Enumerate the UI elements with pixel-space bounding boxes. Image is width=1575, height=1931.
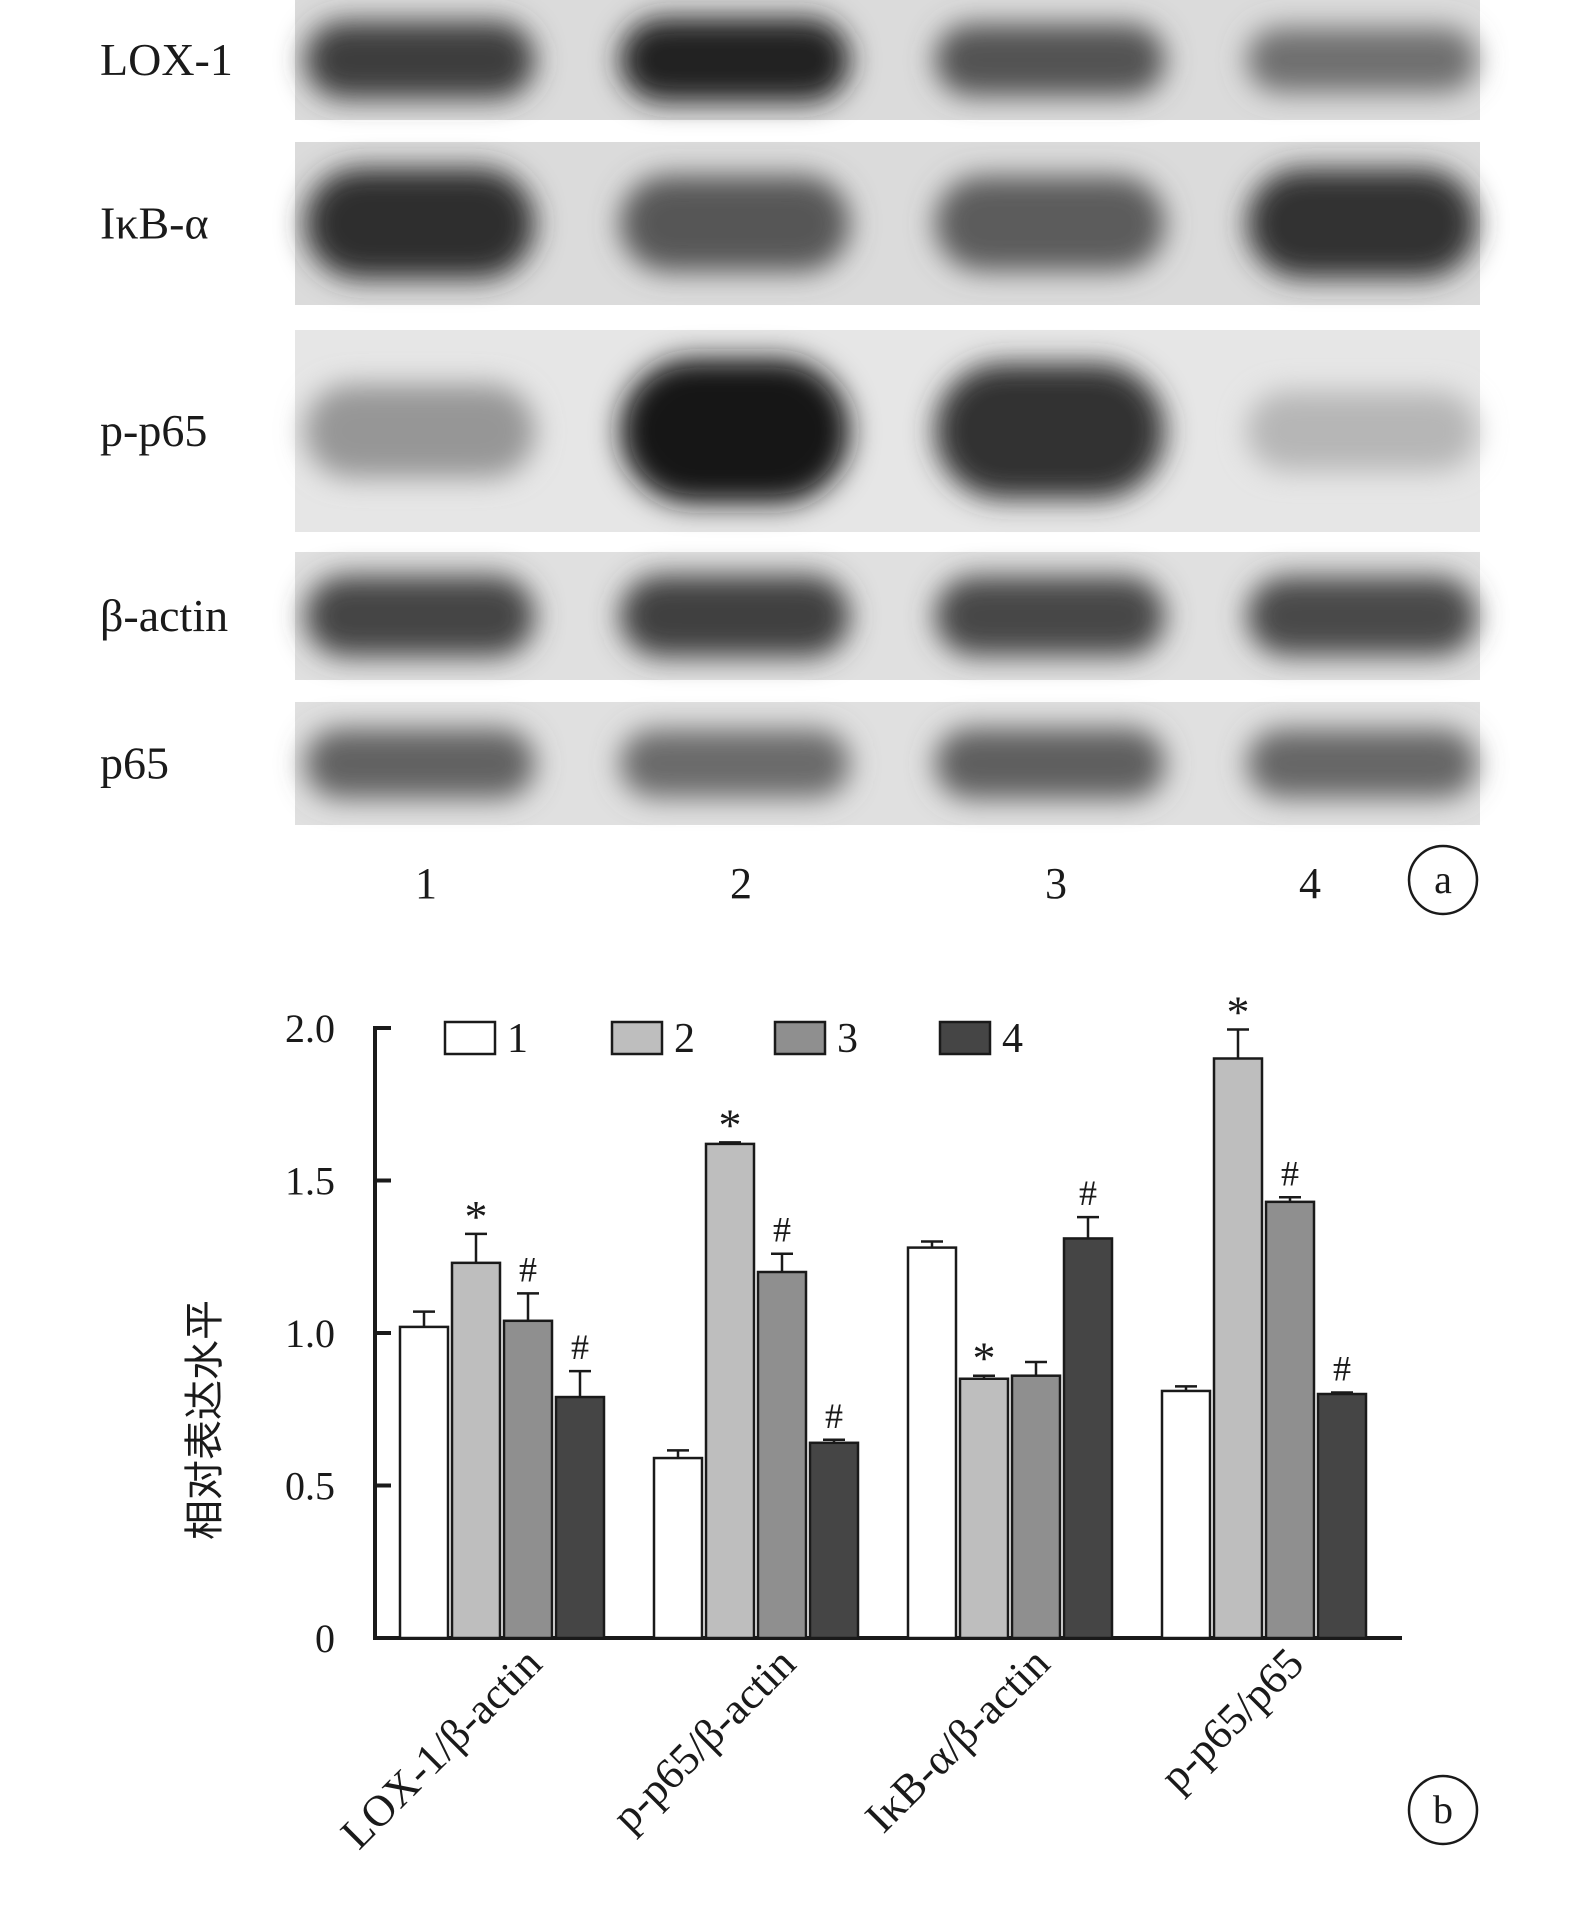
x-tick-label: p-p65/β-actin (603, 1638, 806, 1841)
panel-marker-b-text: b (1433, 1787, 1453, 1832)
bar (1316, 1392, 1368, 1640)
legend-item: 3 (773, 1016, 858, 1062)
blot-lane-label: 4 (1299, 859, 1321, 908)
significance-mark: # (773, 1210, 791, 1250)
significance-mark: * (719, 1099, 742, 1150)
significance-mark: # (519, 1249, 537, 1289)
bar (1264, 1200, 1316, 1640)
legend-swatch (773, 1020, 827, 1056)
y-tick-label: 1.0 (285, 1311, 335, 1356)
blot-band (1247, 27, 1477, 93)
legend-swatch (938, 1020, 992, 1056)
y-tick-label: 0 (315, 1616, 335, 1661)
y-tick-label: 1.5 (285, 1159, 335, 1204)
bar (1010, 1374, 1062, 1640)
blot-row: IκB-α (100, 142, 1480, 305)
blot-row: p65 (100, 702, 1480, 825)
chart-legend: 1 2 3 4 (443, 1016, 1023, 1062)
bar (1160, 1389, 1212, 1640)
significance-mark: * (465, 1191, 488, 1242)
bar (756, 1270, 808, 1640)
blot-band (1247, 391, 1477, 471)
blot-lane-label: 3 (1045, 859, 1067, 908)
blot-band (1247, 168, 1477, 279)
bar (652, 1456, 704, 1640)
blot-band (305, 728, 535, 799)
x-tick-label: LOX-1/β-actin (331, 1638, 551, 1858)
legend-label: 3 (837, 1016, 858, 1062)
blot-row: p-p65 (100, 330, 1480, 532)
blot-row-label: p65 (100, 738, 169, 789)
bar (1062, 1237, 1114, 1640)
blot-band (620, 18, 850, 102)
panel-marker-a: a (1407, 844, 1479, 916)
blot-band (305, 21, 535, 99)
western-blot-panel: LOX-1 IκB-α p-p65 β-actin p65 1 2 3 4 a (100, 0, 1480, 916)
blot-row-label: β-actin (100, 590, 228, 641)
bar (398, 1325, 450, 1640)
blot-row-label: LOX-1 (100, 34, 233, 85)
significance-mark: * (973, 1333, 996, 1384)
bar-series: * # # * # # * # * # # (398, 987, 1368, 1640)
significance-mark: # (571, 1327, 589, 1367)
blot-band (305, 168, 535, 279)
blot-band (620, 175, 850, 272)
bar (450, 1261, 502, 1640)
y-tick-label: 2.0 (285, 1006, 335, 1051)
blot-lane-label: 1 (415, 859, 437, 908)
blot-band (305, 384, 535, 478)
blot-band (305, 575, 535, 657)
blot-band (935, 363, 1165, 499)
x-tick-labels: LOX-1/β-actin p-p65/β-actin IκB-α/β-actin p… (331, 1638, 1313, 1858)
blot-band (935, 24, 1165, 96)
blot-lane-label: 2 (730, 859, 752, 908)
blot-band (1247, 729, 1477, 798)
significance-mark: # (825, 1396, 843, 1436)
blot-band (935, 576, 1165, 656)
panel-marker-b: b (1407, 1774, 1479, 1846)
bar-chart: 相对表达水平 0 0.5 1.0 1.5 2.0 * # # * # # * # * # # 1 2 3 4 LO… (182, 987, 1479, 1858)
blot-band (620, 729, 850, 798)
significance-mark: # (1333, 1348, 1351, 1388)
blot-row: LOX-1 (100, 0, 1480, 120)
blot-band (935, 728, 1165, 799)
legend-label: 1 (507, 1016, 528, 1062)
x-tick-label: p-p65/p65 (1151, 1638, 1314, 1801)
blot-band (1247, 576, 1477, 656)
legend-item: 4 (938, 1016, 1023, 1062)
bar (958, 1377, 1010, 1640)
legend-swatch (610, 1020, 664, 1056)
significance-mark: * (1227, 987, 1250, 1038)
legend-label: 4 (1002, 1016, 1023, 1062)
blot-band (620, 575, 850, 657)
bar (808, 1441, 860, 1640)
bar (1212, 1057, 1264, 1640)
significance-mark: # (1079, 1173, 1097, 1213)
bar (502, 1319, 554, 1640)
legend-item: 1 (443, 1016, 528, 1062)
y-tick-label: 0.5 (285, 1464, 335, 1509)
blot-row-label: p-p65 (100, 405, 207, 456)
blot-row: β-actin (100, 552, 1480, 680)
bar (704, 1142, 756, 1640)
blot-band (620, 358, 850, 504)
significance-mark: # (1281, 1153, 1299, 1193)
bar (906, 1246, 958, 1640)
blot-band (935, 175, 1165, 272)
legend-label: 2 (674, 1016, 695, 1062)
y-axis-title: 相对表达水平 (182, 1300, 227, 1540)
y-axis-label: 相对表达水平 (182, 1300, 227, 1540)
x-tick-label: IκB-α/β-actin (856, 1638, 1059, 1841)
panel-marker-a-text: a (1434, 857, 1452, 902)
legend-swatch (443, 1020, 497, 1056)
legend-item: 2 (610, 1016, 695, 1062)
blot-row-label: IκB-α (100, 198, 209, 249)
bar (554, 1395, 606, 1640)
